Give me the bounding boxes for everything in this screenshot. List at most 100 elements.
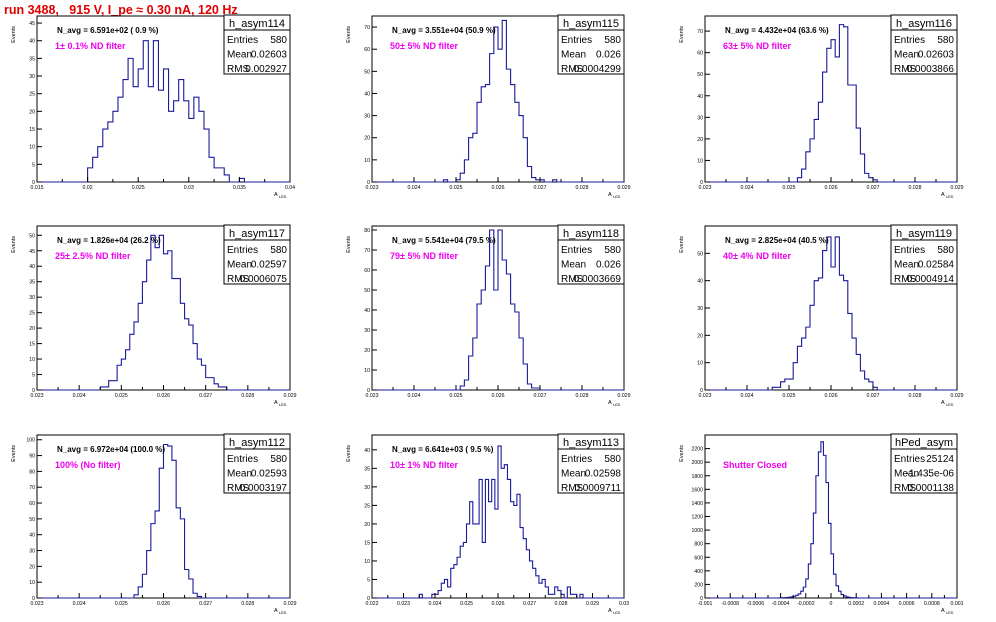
filter-label: 10± 1% ND filter <box>390 460 458 470</box>
x-axis-label: A <box>941 608 945 614</box>
y-tick-label: 25 <box>29 311 35 317</box>
x-tick-label: 0.024 <box>408 393 421 399</box>
histogram-panel-h_asym115: 0.023 0.024 0.025 0.026 0.027 0.028 0.029 0 10 20… <box>346 14 631 199</box>
stats-mean-value: 0.02603 <box>251 50 288 61</box>
stats-entries-value: 580 <box>604 35 621 46</box>
y-tick-label: 10 <box>364 158 370 164</box>
y-tick-label: 15 <box>29 342 35 348</box>
x-tick-label: 0.029 <box>618 185 631 191</box>
stats-rms-label: RMS <box>561 483 584 494</box>
y-tick-label: 10 <box>29 145 35 151</box>
stats-mean-label: Mean <box>561 260 586 271</box>
stats-rms-value: 0.0006075 <box>240 274 288 285</box>
x-tick-label: 0.027 <box>199 393 212 399</box>
y-tick-label: 10 <box>364 368 370 374</box>
histogram-name: h_asym118 <box>563 228 619 240</box>
y-tick-label: 1400 <box>691 501 703 507</box>
x-tick-label: 0.015 <box>31 185 44 191</box>
histogram-panel-hPed_asym: -0.001 -0.0008 -0.0006 -0.0004 -0.0002 0 0.000… <box>679 433 964 615</box>
histogram-name: h_asym112 <box>229 437 285 449</box>
x-axis-label-subscript: LED <box>279 403 287 407</box>
x-tick-label: 0.04 <box>285 185 295 191</box>
y-tick-label: 1800 <box>691 474 703 480</box>
y-tick-label: 0 <box>367 180 370 186</box>
y-tick-label: 35 <box>29 280 35 286</box>
x-tick-label: 0.028 <box>909 393 922 399</box>
x-tick-label: 0.023 <box>397 601 410 607</box>
y-tick-label: 60 <box>364 47 370 53</box>
n-avg-label: N_avg = 6.641e+03 ( 9.5 %) <box>392 445 494 454</box>
y-tick-label: 30 <box>29 295 35 301</box>
stats-entries-value: 580 <box>270 245 287 256</box>
y-tick-label: 90 <box>29 454 35 460</box>
stats-box <box>557 433 625 494</box>
y-tick-label: 5 <box>32 162 35 168</box>
y-tick-label: 50 <box>697 251 703 257</box>
x-tick-label: 0.027 <box>523 601 536 607</box>
x-tick-label: 0.024 <box>741 393 754 399</box>
x-axis-label-subscript: LED <box>946 195 954 199</box>
y-tick-label: 25 <box>29 92 35 98</box>
y-tick-label: 80 <box>29 469 35 475</box>
x-tick-label: 0.026 <box>157 601 170 607</box>
histogram-line <box>37 234 290 391</box>
filter-label: 63± 5% ND filter <box>723 41 791 51</box>
y-axis-label: Events <box>11 26 17 43</box>
histogram-panel-h_asym117: 0.023 0.024 0.025 0.026 0.027 0.028 0.029 0 5 10 1… <box>11 224 297 407</box>
x-tick-label: 0.0004 <box>873 601 889 607</box>
histogram-panel-h_asym114: 0.015 0.02 0.025 0.03 0.035 0.04 0 5 10 15 20 25 30 3… <box>11 14 295 199</box>
y-axis-label: Events <box>11 445 17 462</box>
y-tick-label: 30 <box>29 549 35 555</box>
x-tick-label: 0.024 <box>408 185 421 191</box>
x-axis-label-subscript: LED <box>613 195 621 199</box>
x-tick-label: 0.027 <box>867 185 880 191</box>
stats-mean-label: Mean <box>561 50 586 61</box>
stats-rms-label: RMS <box>227 64 250 75</box>
x-axis-label: A <box>274 608 278 614</box>
stats-entries-value: 580 <box>270 454 287 465</box>
x-tick-label: 0.035 <box>233 185 246 191</box>
y-tick-label: 50 <box>364 288 370 294</box>
stats-mean-label: Mean <box>227 260 252 271</box>
x-tick-label: 0.024 <box>429 601 442 607</box>
y-tick-label: 70 <box>29 485 35 491</box>
x-tick-label: 0.03 <box>184 185 194 191</box>
y-tick-label: 50 <box>29 517 35 523</box>
x-tick-label: 0.029 <box>284 601 297 607</box>
stats-mean-value: 0.026 <box>596 260 621 271</box>
y-tick-label: 30 <box>364 328 370 334</box>
y-tick-label: 20 <box>697 137 703 143</box>
stats-rms-value: 0.002927 <box>245 64 287 75</box>
y-tick-label: 30 <box>29 74 35 80</box>
stats-entries-label: Entries <box>561 35 592 46</box>
x-tick-label: 0.024 <box>73 393 86 399</box>
y-tick-label: 1200 <box>691 515 703 521</box>
histogram-line <box>705 441 957 599</box>
x-tick-label: 0.025 <box>132 185 145 191</box>
y-tick-label: 20 <box>29 564 35 570</box>
histogram-panel-h_asym119: 0.023 0.024 0.025 0.026 0.027 0.028 0.029 0 10 20… <box>679 224 964 407</box>
x-tick-label: 0.0006 <box>899 601 915 607</box>
y-axis-label: Events <box>679 236 685 253</box>
y-tick-label: 70 <box>697 29 703 35</box>
y-tick-label: 40 <box>29 264 35 270</box>
stats-rms-value: 0.0004299 <box>574 64 622 75</box>
x-tick-label: 0.029 <box>951 185 964 191</box>
y-tick-label: 50 <box>29 233 35 239</box>
stats-mean-label: Mean <box>894 469 919 480</box>
stats-mean-value: 0.026 <box>596 50 621 61</box>
x-tick-label: 0.0002 <box>848 601 864 607</box>
stats-entries-label: Entries <box>561 454 592 465</box>
stats-mean-value: 0.02603 <box>918 50 955 61</box>
stats-box <box>557 224 625 285</box>
histogram-name: h_asym115 <box>563 18 619 30</box>
y-tick-label: 40 <box>697 279 703 285</box>
y-tick-label: 400 <box>694 569 703 575</box>
y-axis-label: Events <box>346 445 352 462</box>
histogram-name: h_asym113 <box>563 437 619 449</box>
y-tick-label: 40 <box>364 308 370 314</box>
x-tick-label: 0.028 <box>576 393 589 399</box>
stats-box <box>890 224 958 285</box>
stats-rms-label: RMS <box>894 274 917 285</box>
histogram-line <box>372 229 624 391</box>
